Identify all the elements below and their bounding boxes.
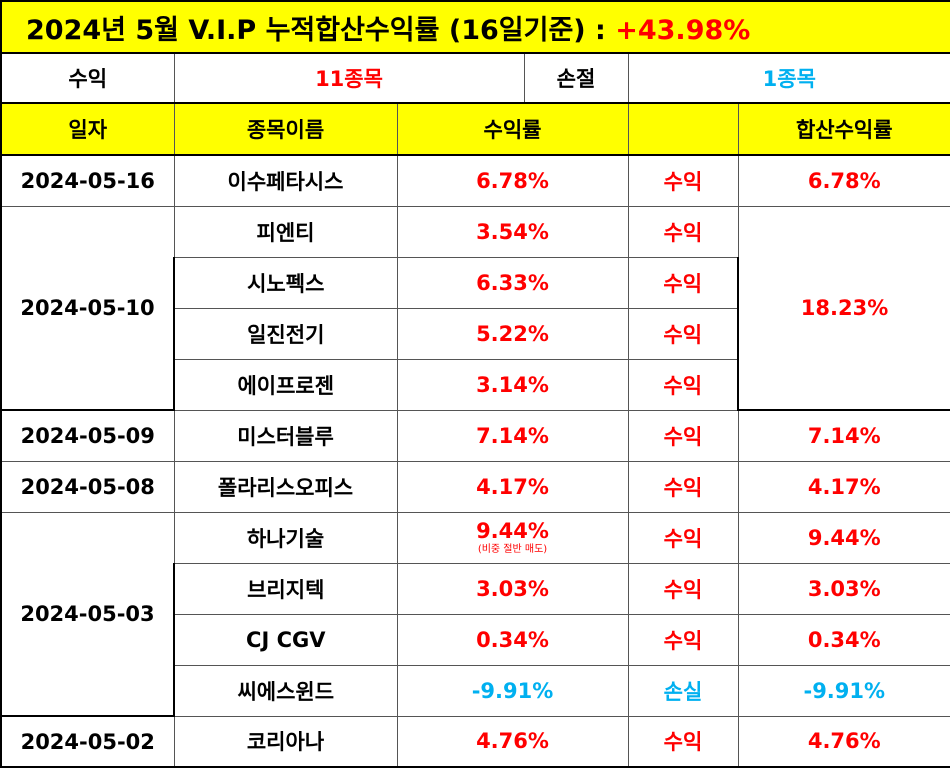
cumulative-cell: 6.78% bbox=[737, 154, 950, 207]
rate-note: (비중 절반 매도) bbox=[477, 544, 548, 555]
result-cell: 수익 bbox=[627, 409, 739, 462]
rate-cell: 4.76% bbox=[396, 715, 629, 768]
rate-cell: 3.03% bbox=[396, 562, 629, 615]
total-rate: +43.98% bbox=[615, 14, 751, 46]
result-cell: 수익 bbox=[627, 307, 739, 360]
date-cell: 2024-05-08 bbox=[0, 460, 175, 513]
rate-cell: 3.14% bbox=[396, 358, 629, 411]
stock-name: 폴라리스오피스 bbox=[173, 460, 398, 513]
rate-cell: 7.14% bbox=[396, 409, 629, 462]
table-row: 2024-05-10 피엔티 3.54% 수익 18.23% bbox=[0, 205, 950, 411]
cumulative-cell: 9.44% bbox=[737, 511, 950, 564]
header-result bbox=[627, 102, 739, 156]
result-cell: 수익 bbox=[627, 511, 739, 564]
result-cell: 수익 bbox=[627, 205, 739, 258]
table-row: 2024-05-02 코리아나 4.76% 수익 4.76% bbox=[0, 715, 950, 768]
result-cell: 수익 bbox=[627, 613, 739, 666]
rate-cell: 3.54% bbox=[396, 205, 629, 258]
date-cell: 2024-05-10 bbox=[0, 205, 175, 411]
profit-label: 수익 bbox=[0, 52, 175, 104]
table-row: CJ CGV 0.34% 수익 0.34% bbox=[1, 613, 950, 666]
stock-name: 코리아나 bbox=[173, 715, 398, 768]
rate-cell: 6.33% bbox=[396, 256, 629, 309]
table-row: 씨에스윈드 -9.91% 손실 -9.91% bbox=[1, 664, 950, 717]
table-row: 브리지텍 3.03% 수익 3.03% bbox=[1, 562, 950, 615]
stock-name: CJ CGV bbox=[173, 613, 398, 666]
profit-count: 11종목 bbox=[173, 52, 525, 104]
rate-cell: 0.34% bbox=[396, 613, 629, 666]
stock-name: 이수페타시스 bbox=[173, 154, 398, 207]
stock-name: 브리지텍 bbox=[173, 562, 398, 615]
loss-count: 1종목 bbox=[627, 52, 950, 104]
header-rate: 수익률 bbox=[396, 102, 629, 156]
rate-cell: 9.44% (비중 절반 매도) bbox=[396, 511, 629, 564]
stock-name: 씨에스윈드 bbox=[173, 664, 398, 717]
result-cell: 수익 bbox=[627, 358, 739, 411]
cumulative-cell: 3.03% bbox=[737, 562, 950, 615]
header-name: 종목이름 bbox=[173, 102, 398, 156]
title-row: 2024년 5월 V.I.P 누적합산수익률 (16일기준) : +43.98% bbox=[0, 0, 950, 54]
result-cell: 수익 bbox=[627, 256, 739, 309]
date-cell: 2024-05-16 bbox=[0, 154, 175, 207]
result-cell: 수익 bbox=[627, 715, 739, 768]
stock-name: 일진전기 bbox=[173, 307, 398, 360]
cumulative-cell: 18.23% bbox=[737, 205, 950, 411]
summary-row: 수익 11종목 손절 1종목 bbox=[0, 52, 950, 104]
stock-name: 하나기술 bbox=[173, 511, 398, 564]
rate-cell: 4.17% bbox=[396, 460, 629, 513]
rate-cell: 6.78% bbox=[396, 154, 629, 207]
stock-name: 에이프로젠 bbox=[173, 358, 398, 411]
result-cell: 수익 bbox=[627, 154, 739, 207]
rate-cell: -9.91% bbox=[396, 664, 629, 717]
header-cumulative: 합산수익률 bbox=[737, 102, 950, 156]
loss-label: 손절 bbox=[523, 52, 629, 104]
table-row: 2024-05-16 이수페타시스 6.78% 수익 6.78% bbox=[0, 154, 950, 207]
table-row: 시노펙스 6.33% 수익 bbox=[1, 256, 950, 309]
rate-cell: 5.22% bbox=[396, 307, 629, 360]
stock-name: 미스터블루 bbox=[173, 409, 398, 462]
page-title: 2024년 5월 V.I.P 누적합산수익률 (16일기준) : +43.98% bbox=[0, 0, 950, 54]
cumulative-cell: -9.91% bbox=[737, 664, 950, 717]
cumulative-cell: 4.17% bbox=[737, 460, 950, 513]
table-row: 2024-05-08 폴라리스오피스 4.17% 수익 4.17% bbox=[0, 460, 950, 513]
cumulative-cell: 4.76% bbox=[737, 715, 950, 768]
result-cell: 손실 bbox=[627, 664, 739, 717]
title-text: 2024년 5월 V.I.P 누적합산수익률 (16일기준) : bbox=[26, 14, 616, 46]
table-row: 2024-05-03 하나기술 9.44% (비중 절반 매도) 수익 9.44… bbox=[0, 511, 950, 717]
date-cell: 2024-05-02 bbox=[0, 715, 175, 768]
stock-name: 피엔티 bbox=[173, 205, 398, 258]
stock-name: 시노펙스 bbox=[173, 256, 398, 309]
date-cell: 2024-05-03 bbox=[0, 511, 175, 717]
result-cell: 수익 bbox=[627, 562, 739, 615]
date-cell: 2024-05-09 bbox=[0, 409, 175, 462]
result-cell: 수익 bbox=[627, 460, 739, 513]
header-date: 일자 bbox=[0, 102, 175, 156]
header-row: 일자 종목이름 수익률 합산수익률 bbox=[0, 102, 950, 156]
rate-value: 9.44% bbox=[476, 519, 549, 543]
cumulative-cell: 0.34% bbox=[737, 613, 950, 666]
table-row: 2024-05-09 미스터블루 7.14% 수익 7.14% bbox=[0, 409, 950, 462]
cumulative-cell: 7.14% bbox=[737, 409, 950, 462]
